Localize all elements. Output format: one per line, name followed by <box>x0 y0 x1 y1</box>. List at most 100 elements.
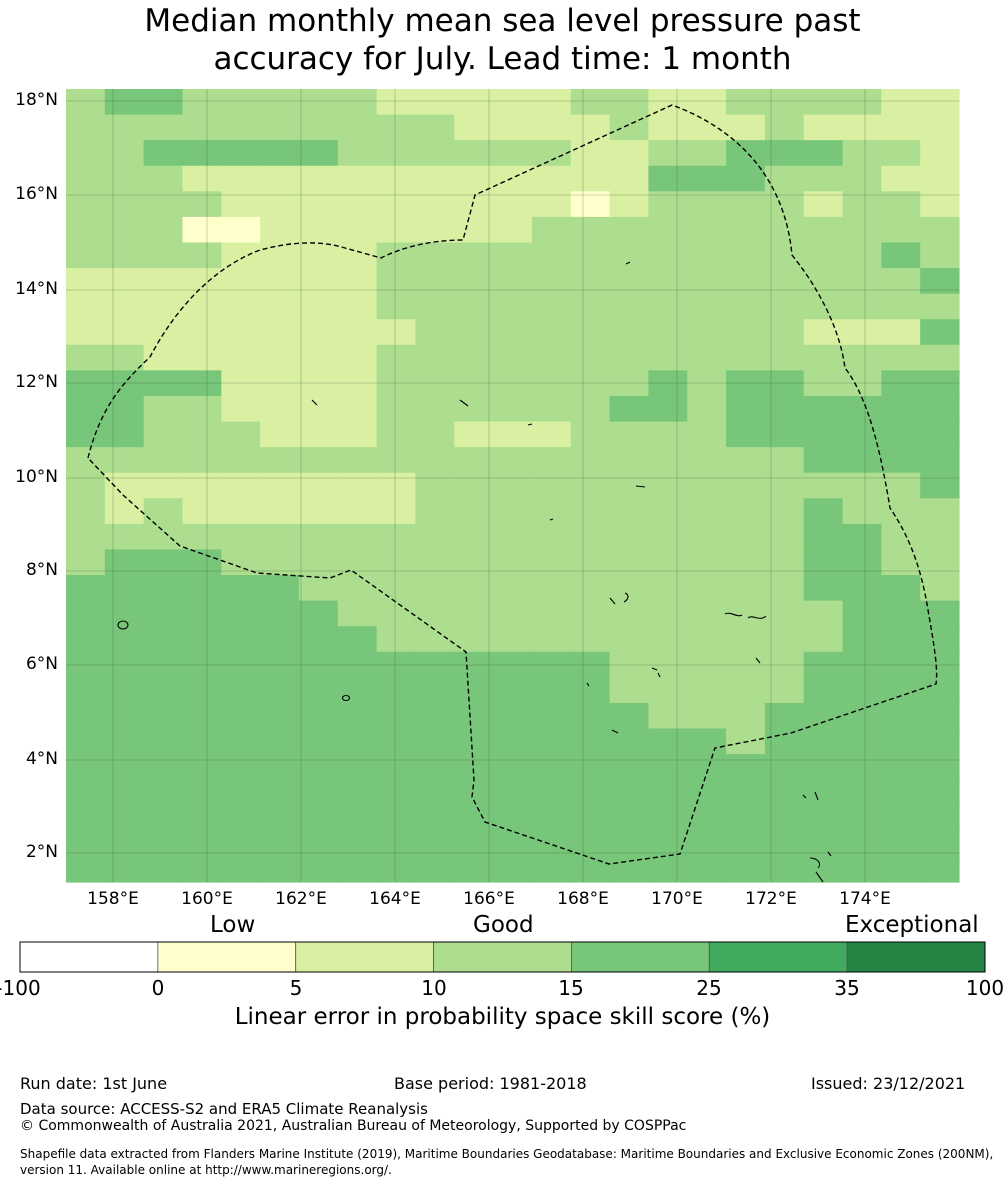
skill-cell <box>143 421 184 448</box>
skill-cell <box>454 702 494 730</box>
lat-label: 4°N <box>25 749 58 769</box>
skill-cell <box>609 319 649 346</box>
skill-cell <box>143 600 184 627</box>
skill-cell <box>104 549 145 576</box>
skill-cell <box>764 140 805 167</box>
skill-cell <box>609 498 649 525</box>
skill-cell <box>726 268 766 295</box>
skill-cell <box>337 856 378 883</box>
skill-cell <box>803 626 844 653</box>
skill-cell <box>337 89 378 116</box>
skill-cell <box>493 779 533 806</box>
skill-cell <box>881 319 921 346</box>
skill-cell <box>221 293 261 320</box>
skill-cell <box>687 140 727 167</box>
skill-cell <box>143 165 184 192</box>
chart-title-line-2: accuracy for July. Lead time: 1 month <box>213 41 792 77</box>
colorbar-tick: 5 <box>289 976 303 1000</box>
skill-cell <box>764 805 805 832</box>
colorbar-tick: 0 <box>151 976 165 1000</box>
skill-cell <box>493 293 533 320</box>
skill-cell <box>454 754 494 781</box>
skill-cell <box>104 421 145 448</box>
skill-cell <box>104 191 145 218</box>
skill-cell <box>376 472 417 499</box>
skill-cell <box>687 395 727 423</box>
skill-cell <box>881 779 921 806</box>
skill-cell <box>842 268 882 295</box>
skill-cell <box>687 114 727 141</box>
skill-cell <box>609 600 649 627</box>
skill-cell <box>687 421 727 448</box>
skill-cell <box>609 549 649 576</box>
skill-cell <box>531 293 572 320</box>
skill-cell <box>531 114 572 141</box>
skill-cell <box>803 472 844 499</box>
colorbar-frame <box>19 941 986 973</box>
skill-cell <box>66 575 106 602</box>
skill-cell <box>260 702 300 730</box>
skill-cell <box>493 523 533 551</box>
skill-cell <box>648 549 688 576</box>
skill-cell <box>415 216 455 244</box>
skill-cell <box>726 89 766 116</box>
skill-cell <box>726 805 766 832</box>
skill-cell <box>570 754 611 781</box>
skill-cell <box>337 370 378 397</box>
skill-cell <box>221 702 261 730</box>
skill-cell <box>493 728 533 755</box>
skill-cell <box>803 575 844 602</box>
skill-cell <box>570 242 611 269</box>
skill-cell <box>570 779 611 806</box>
skill-cell <box>803 523 844 551</box>
skill-cell <box>531 779 572 806</box>
skill-cell <box>415 651 455 678</box>
skill-cell <box>570 805 611 832</box>
skill-cell <box>376 114 417 141</box>
skill-cell <box>570 216 611 244</box>
colorbar-tick: 15 <box>558 976 584 1000</box>
skill-cell <box>454 165 494 192</box>
skill-cell <box>260 370 300 397</box>
skill-cell <box>881 421 921 448</box>
skill-cell <box>260 421 300 448</box>
skill-cell <box>104 268 145 295</box>
skill-cell <box>493 319 533 346</box>
skill-cell <box>415 498 455 525</box>
colorbar-segment <box>708 941 848 973</box>
skill-cell <box>531 395 572 423</box>
skill-cell <box>803 89 844 116</box>
skill-cell <box>143 344 184 371</box>
skill-cell <box>337 498 378 525</box>
skill-cell <box>260 165 300 192</box>
skill-cell <box>842 140 882 167</box>
skill-cell <box>143 498 184 525</box>
skill-cell <box>298 805 339 832</box>
skill-cell <box>609 472 649 499</box>
skill-cell <box>182 728 222 755</box>
skill-cell <box>260 447 300 474</box>
skill-cell <box>842 319 882 346</box>
skill-cell <box>648 344 688 371</box>
lat-label: 10°N <box>15 467 58 487</box>
skill-cell <box>182 89 222 116</box>
skill-cell <box>648 779 688 806</box>
skill-cell <box>881 370 921 397</box>
skill-cell <box>726 702 766 730</box>
skill-cell <box>376 319 417 346</box>
skill-cell <box>493 805 533 832</box>
skill-cell <box>493 344 533 371</box>
skill-cell <box>842 830 882 858</box>
skill-cell <box>298 677 339 704</box>
skill-cell <box>570 165 611 192</box>
skill-cell <box>609 626 649 653</box>
skill-cell <box>260 523 300 551</box>
skill-cell <box>609 165 649 192</box>
skill-cell <box>376 677 417 704</box>
skill-cell <box>104 805 145 832</box>
skill-cell <box>298 523 339 551</box>
skill-cell <box>803 754 844 781</box>
skill-cell <box>221 830 261 858</box>
skill-cell <box>260 242 300 269</box>
skill-cell <box>493 549 533 576</box>
